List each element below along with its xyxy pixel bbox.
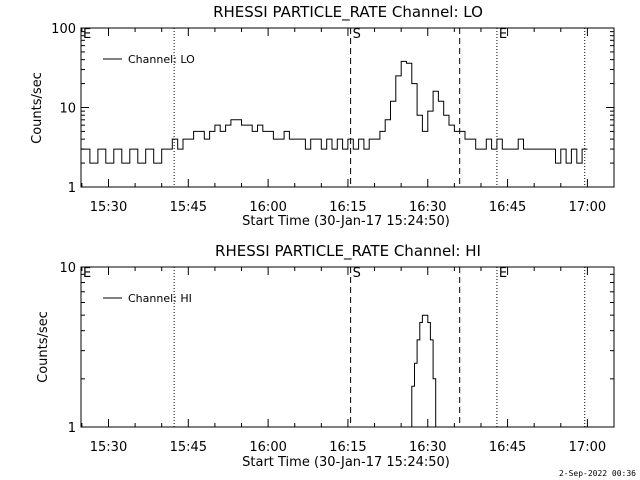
x-tick-label: 17:00 xyxy=(569,440,606,455)
x-tick-label: 16:15 xyxy=(329,200,366,215)
x-tick-label: 15:30 xyxy=(90,440,127,455)
x-tick-label: 15:45 xyxy=(170,440,207,455)
x-tick-label: 16:30 xyxy=(409,440,446,455)
x-tick-label: 15:30 xyxy=(90,200,127,215)
series-line xyxy=(81,60,588,164)
panel-lo-ylabel: Counts/sec xyxy=(30,72,45,144)
annotation-label: E xyxy=(83,266,91,281)
annotation-label: E xyxy=(499,266,507,281)
y-tick-label: 10 xyxy=(59,261,76,276)
panel-hi-title: RHESSI PARTICLE_RATE Channel: HI xyxy=(215,242,481,261)
x-tick-label: 16:45 xyxy=(489,440,526,455)
panel-lo-title: RHESSI PARTICLE_RATE Channel: LO xyxy=(213,3,483,22)
y-tick-label: 10 xyxy=(59,102,76,117)
panel-lo-series xyxy=(81,60,588,164)
panel-hi-ticks: 15:30 15:45 16:00 16:15 16:30 16:45 17:00 1 10 xyxy=(59,261,615,455)
panel-hi-legend-label: Channel: HI xyxy=(128,292,192,305)
x-tick-label: 17:00 xyxy=(569,200,606,215)
x-tick-label: 16:45 xyxy=(489,200,526,215)
x-tick-label: 16:30 xyxy=(409,200,446,215)
panel-hi-xlabel: Start Time (30-Jan-17 15:24:50) xyxy=(242,455,450,470)
panel-lo-xlabel: Start Time (30-Jan-17 15:24:50) xyxy=(242,214,450,229)
panel-hi-ylabel: Counts/sec xyxy=(36,311,51,383)
panel-lo-legend-label: Channel: LO xyxy=(128,53,195,66)
panel-hi: RHESSI PARTICLE_RATE Channel: HI Counts/… xyxy=(36,242,615,470)
panel-hi-series xyxy=(409,314,439,428)
panel-lo-ticks: 15:30 15:45 16:00 16:15 16:30 16:45 17:00 1 10 10… xyxy=(51,22,615,215)
x-tick-label: 16:15 xyxy=(329,440,366,455)
x-tick-label: 16:00 xyxy=(249,440,286,455)
y-tick-label: 1 xyxy=(68,421,76,436)
panel-lo: RHESSI PARTICLE_RATE Channel: LO Counts/… xyxy=(30,3,615,229)
annotation-label: E xyxy=(83,27,91,42)
y-tick-label: 1 xyxy=(68,181,76,196)
panel-hi-frame xyxy=(80,266,615,428)
panel-hi-legend: Channel: HI xyxy=(103,292,192,305)
series-line xyxy=(409,314,439,428)
annotation-label: S xyxy=(353,27,361,42)
x-tick-label: 16:00 xyxy=(249,200,286,215)
panel-lo-legend: Channel: LO xyxy=(103,53,195,66)
y-tick-label: 100 xyxy=(51,22,76,37)
annotation-label: S xyxy=(353,266,361,281)
annotation-label: E xyxy=(499,27,507,42)
footer-date: 2-Sep-2022 00:36 xyxy=(559,469,636,478)
x-tick-label: 15:45 xyxy=(170,200,207,215)
